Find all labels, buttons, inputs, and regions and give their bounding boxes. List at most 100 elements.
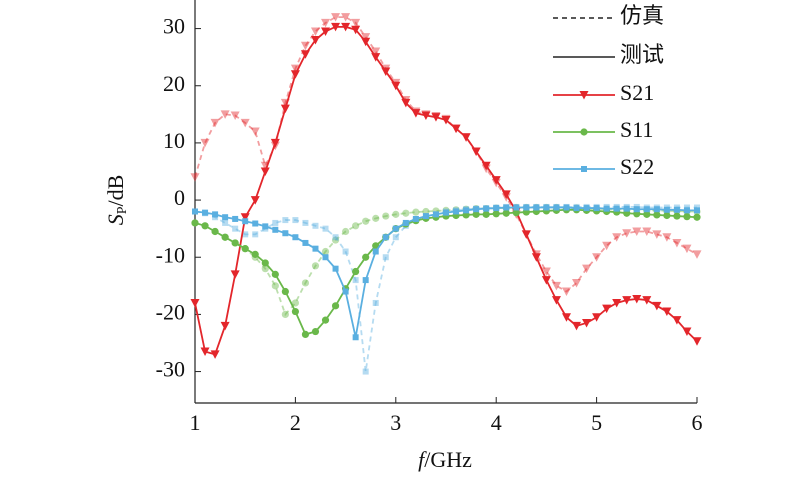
marker	[342, 227, 350, 236]
marker	[291, 299, 299, 307]
marker	[693, 213, 701, 221]
marker	[412, 208, 420, 216]
x-tick-label: 5	[591, 410, 602, 435]
marker	[240, 118, 250, 128]
marker	[230, 270, 240, 279]
marker	[271, 282, 279, 290]
marker	[291, 307, 299, 316]
marker	[493, 205, 500, 212]
marker	[412, 215, 419, 222]
marker	[582, 318, 592, 328]
marker	[653, 206, 660, 213]
marker	[220, 321, 230, 331]
marker	[361, 33, 371, 42]
marker	[622, 229, 632, 238]
marker	[292, 234, 299, 241]
marker	[581, 166, 587, 172]
marker	[222, 214, 229, 221]
marker	[362, 253, 370, 261]
marker	[391, 81, 401, 91]
marker	[372, 214, 380, 222]
marker	[251, 250, 259, 258]
marker	[582, 264, 592, 274]
marker	[572, 321, 582, 331]
marker	[673, 212, 681, 220]
marker	[301, 279, 310, 287]
marker	[573, 205, 580, 212]
measured-line	[194, 25, 698, 356]
marker	[411, 109, 421, 118]
marker	[382, 234, 389, 241]
marker	[682, 327, 692, 337]
marker	[282, 217, 289, 224]
marker	[352, 334, 359, 341]
marker	[331, 236, 340, 244]
marker	[453, 208, 460, 215]
marker	[382, 212, 390, 220]
marker	[260, 167, 270, 176]
marker	[211, 227, 219, 236]
marker	[551, 281, 561, 291]
marker	[392, 225, 399, 232]
marker	[421, 111, 431, 120]
marker	[250, 196, 260, 205]
marker	[623, 205, 630, 212]
legend-label: S21	[620, 80, 654, 105]
marker	[622, 296, 632, 305]
marker	[662, 307, 672, 317]
marker	[331, 22, 341, 32]
marker	[422, 213, 429, 220]
marker	[272, 226, 279, 233]
x-tick-label: 4	[491, 410, 502, 435]
marker	[502, 209, 510, 217]
marker	[321, 247, 330, 256]
marker	[362, 217, 370, 225]
marker	[642, 296, 652, 305]
marker	[312, 222, 319, 229]
marker	[432, 211, 439, 218]
marker	[311, 262, 320, 270]
marker	[662, 233, 672, 242]
marker	[443, 209, 449, 216]
marker	[541, 276, 551, 285]
y-tick-label: -30	[156, 357, 185, 382]
x-tick-label: 3	[390, 410, 401, 435]
marker	[271, 270, 279, 278]
y-axis-label: SP/dB	[103, 175, 130, 226]
marker	[592, 313, 602, 322]
marker	[521, 230, 531, 239]
marker	[673, 206, 680, 213]
marker	[593, 205, 600, 212]
marker	[543, 204, 550, 211]
marker	[643, 206, 650, 213]
marker	[683, 213, 691, 221]
marker	[351, 25, 361, 35]
simulated-line	[194, 206, 697, 372]
marker	[513, 204, 520, 211]
simulated-line	[194, 206, 697, 317]
marker	[202, 209, 209, 216]
marker	[561, 287, 571, 297]
marker	[431, 113, 441, 122]
marker	[692, 337, 702, 346]
marker	[200, 347, 210, 357]
marker	[501, 190, 511, 199]
marker	[302, 219, 309, 226]
marker	[292, 217, 299, 224]
marker	[401, 98, 411, 108]
marker	[232, 225, 239, 232]
marker	[503, 204, 510, 211]
marker	[212, 211, 219, 218]
marker	[392, 210, 400, 218]
marker	[281, 310, 289, 318]
marker	[341, 22, 351, 32]
marker	[252, 231, 259, 238]
marker	[632, 294, 642, 304]
marker	[240, 213, 250, 222]
x-tick-label: 1	[190, 410, 201, 435]
measured-line	[194, 206, 697, 338]
marker	[242, 231, 249, 238]
marker	[672, 238, 682, 248]
marker	[190, 298, 200, 308]
marker	[341, 13, 351, 22]
